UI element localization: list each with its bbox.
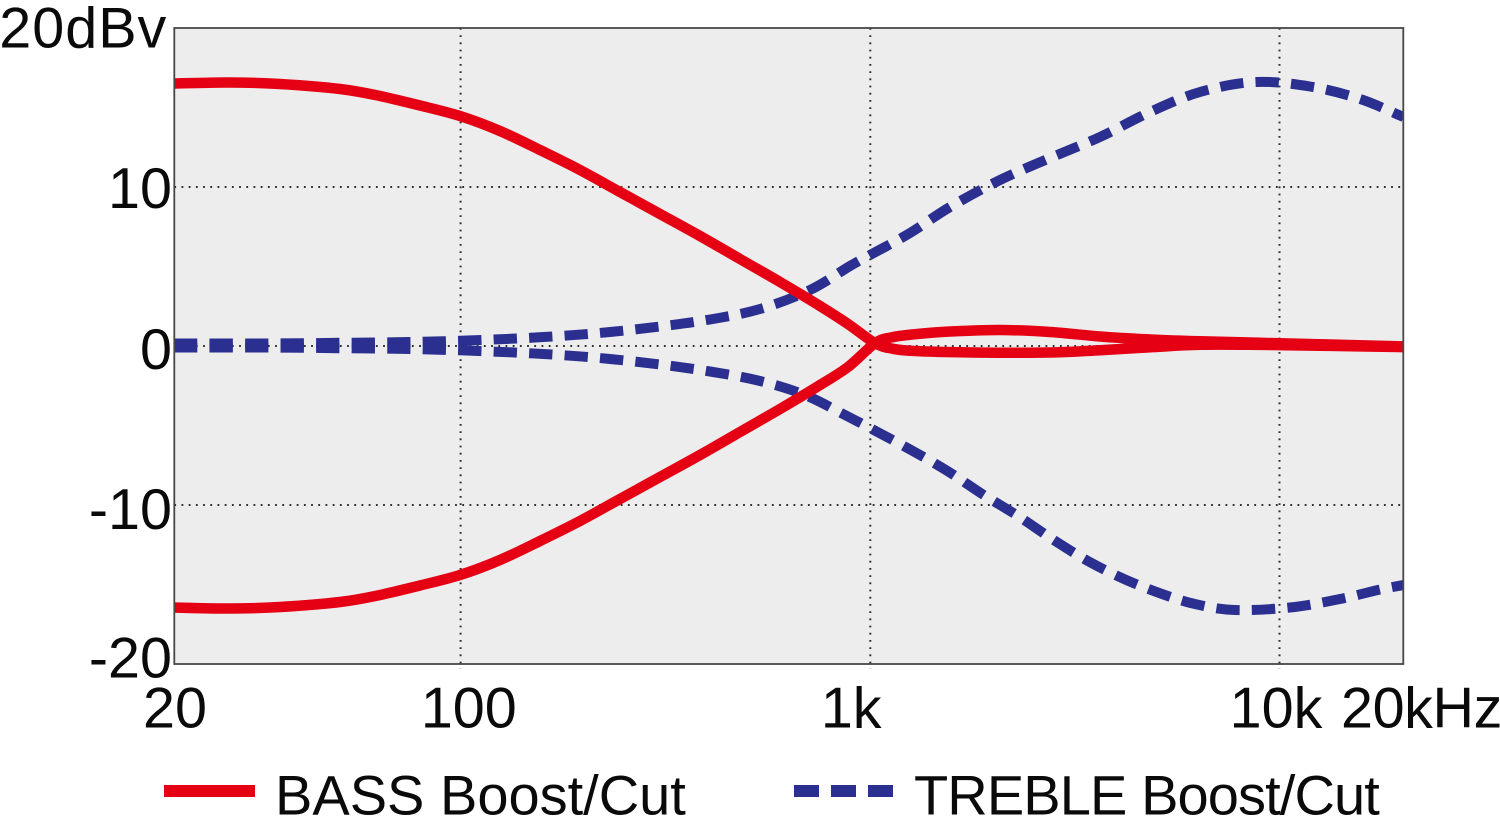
svg-text:100: 100 — [421, 677, 517, 741]
svg-text:10: 10 — [108, 157, 172, 221]
svg-text:BASS Boost/Cut: BASS Boost/Cut — [275, 763, 686, 826]
svg-text:20: 20 — [143, 677, 207, 741]
svg-text:1k: 1k — [821, 677, 882, 741]
svg-text:-20: -20 — [89, 627, 172, 691]
svg-text:20dBv: 20dBv — [0, 0, 167, 61]
svg-text:TREBLE Boost/Cut: TREBLE Boost/Cut — [914, 763, 1380, 826]
svg-text:20kHz: 20kHz — [1341, 677, 1500, 741]
svg-text:0: 0 — [140, 318, 172, 382]
svg-text:-10: -10 — [89, 478, 172, 542]
svg-text:10k: 10k — [1230, 677, 1323, 741]
